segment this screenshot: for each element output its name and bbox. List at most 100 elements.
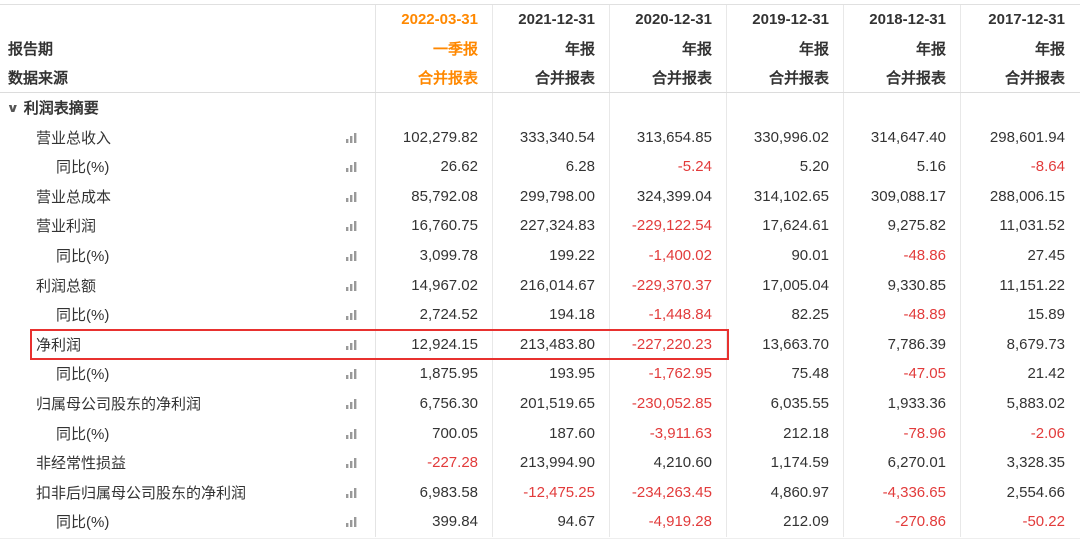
value-cell: 309,088.17 (844, 181, 961, 212)
value-cell: 82.25 (727, 299, 844, 330)
value-cell: -4,919.28 (610, 507, 727, 537)
value-cell: -4,336.65 (844, 477, 961, 508)
row-label: 非经常性损益 (36, 455, 127, 473)
data-source-label: 数据来源 (0, 63, 376, 92)
column-header-date: 2017-12-31 (988, 10, 1065, 28)
row-label-cell: 利润总额 (0, 270, 376, 300)
row-label-cell: 扣非后归属母公司股东的净利润 (0, 477, 376, 508)
value-cell: -5.24 (610, 151, 727, 182)
row-label-cell: 同比(%) (0, 151, 376, 182)
value-cell: 1,933.36 (844, 388, 961, 419)
table-row: 归属母公司股东的净利润 6,756.30 201,519.65 -230,052.85… (0, 388, 1080, 419)
row-label: 营业总成本 (36, 188, 112, 206)
table-row: 扣非后归属母公司股东的净利润 6,983.58 -12,475.25 -234,263… (0, 477, 1080, 508)
bar-chart-icon[interactable] (346, 457, 357, 469)
section-header-cell: ∨ 利润表摘要 (0, 92, 376, 123)
row-label-cell: 同比(%) (0, 359, 376, 389)
value-cell: 12,924.15 (376, 329, 493, 360)
value-cell: 313,654.85 (610, 122, 727, 152)
bar-chart-icon[interactable] (346, 339, 357, 350)
value-cell: -48.89 (844, 299, 961, 330)
row-label-cell: 同比(%) (0, 240, 376, 271)
value-cell: -1,448.84 (610, 299, 727, 330)
value-cell: 4,210.60 (610, 447, 727, 478)
value-cell: -270.86 (844, 507, 961, 537)
bar-chart-icon[interactable] (346, 368, 357, 380)
empty-cell (844, 92, 961, 123)
table-row: 同比(%) 399.84 94.67 -4,919.28 212.09 -270.86 -5… (0, 507, 1080, 537)
row-label-cell: 同比(%) (0, 418, 376, 448)
row-label: 同比(%) (56, 307, 110, 325)
row-label: 同比(%) (56, 366, 110, 384)
column-header-date: 2022-03-31 (376, 5, 493, 34)
value-cell: 213,994.90 (493, 447, 610, 478)
bar-chart-icon[interactable] (346, 487, 357, 498)
value-cell: 94.67 (493, 507, 610, 537)
column-header-date: 2020-12-31 (610, 5, 727, 34)
value-cell: -48.86 (844, 240, 961, 271)
value-cell: 26.62 (376, 151, 493, 182)
row-label-cell: 营业总成本 (0, 181, 376, 212)
value-cell: 13,663.70 (727, 329, 844, 360)
value-cell: 11,031.52 (999, 217, 1065, 235)
value-cell: 21.42 (1027, 365, 1065, 383)
value-cell: 5.16 (844, 151, 961, 182)
value-cell: -227,220.23 (610, 329, 727, 360)
value-cell: 4,860.97 (727, 477, 844, 508)
bar-chart-icon[interactable] (346, 428, 357, 439)
data-source-value: 合并报表 (376, 63, 493, 92)
value-cell: 216,014.67 (493, 270, 610, 300)
empty-cell (727, 92, 844, 123)
collapse-caret-icon[interactable]: ∨ (6, 100, 20, 115)
row-label: 同比(%) (56, 248, 110, 266)
table-row: 非经常性损益 -227.28 213,994.90 4,210.60 1,174.59 6… (0, 447, 1080, 478)
row-label: 扣非后归属母公司股东的净利润 (36, 484, 247, 502)
row-label: 利润总额 (36, 277, 97, 295)
table-row: 营业总收入 102,279.82 333,340.54 313,654.85 330,9… (0, 122, 1080, 152)
value-cell: 1,174.59 (727, 447, 844, 478)
bar-chart-icon[interactable] (346, 309, 357, 321)
value-cell: 3,328.35 (1006, 454, 1065, 472)
value-cell: 75.48 (727, 359, 844, 389)
bar-chart-icon[interactable] (346, 191, 357, 202)
value-cell: 324,399.04 (610, 181, 727, 212)
value-cell: 102,279.82 (376, 122, 493, 152)
value-cell: 5,883.02 (1006, 395, 1065, 413)
header-row-report-period: 报告期 一季报 年报 年报 年报 年报 年报 (0, 33, 1080, 64)
value-cell: -230,052.85 (610, 388, 727, 419)
value-cell: 90.01 (727, 240, 844, 271)
bar-chart-icon[interactable] (346, 161, 357, 173)
value-cell: 85,792.08 (376, 181, 493, 212)
value-cell: -234,263.45 (610, 477, 727, 508)
table-body: 营业总收入 102,279.82 333,340.54 313,654.85 330,9… (0, 122, 1080, 537)
value-cell: 6,756.30 (376, 388, 493, 419)
corner-cell (0, 5, 376, 34)
data-source-value: 合并报表 (1004, 69, 1065, 87)
value-cell: 6,983.58 (376, 477, 493, 508)
bar-chart-icon[interactable] (346, 280, 357, 291)
row-label-cell: 同比(%) (0, 507, 376, 537)
column-header-date: 2019-12-31 (727, 5, 844, 34)
value-cell: 6,035.55 (727, 388, 844, 419)
bar-chart-icon[interactable] (346, 250, 357, 262)
row-label: 营业利润 (36, 218, 97, 236)
bar-chart-icon[interactable] (346, 220, 357, 232)
value-cell: 7,786.39 (844, 329, 961, 360)
value-cell: -229,122.54 (610, 211, 727, 241)
value-cell: -227.28 (376, 447, 493, 478)
bar-chart-icon[interactable] (346, 516, 357, 528)
value-cell: -12,475.25 (493, 477, 610, 508)
table-row: 营业利润 16,760.75 227,324.83 -229,122.54 17,624… (0, 211, 1080, 241)
row-label: 同比(%) (56, 425, 110, 443)
row-label-cell: 净利润 (0, 329, 376, 360)
table-row: 同比(%) 2,724.52 194.18 -1,448.84 82.25 -48.89 1… (0, 299, 1080, 330)
table-row: 同比(%) 1,875.95 193.95 -1,762.95 75.48 -47.05 2… (0, 359, 1080, 389)
value-cell: 314,647.40 (844, 122, 961, 152)
table-row: 净利润 12,924.15 213,483.80 -227,220.23 13,663.… (0, 328, 1080, 361)
bar-chart-icon[interactable] (346, 398, 357, 410)
row-label-cell: 非经常性损益 (0, 447, 376, 478)
bar-chart-icon[interactable] (346, 132, 357, 143)
value-cell: 3,099.78 (376, 240, 493, 271)
value-cell: 213,483.80 (493, 329, 610, 360)
value-cell: 5.20 (727, 151, 844, 182)
